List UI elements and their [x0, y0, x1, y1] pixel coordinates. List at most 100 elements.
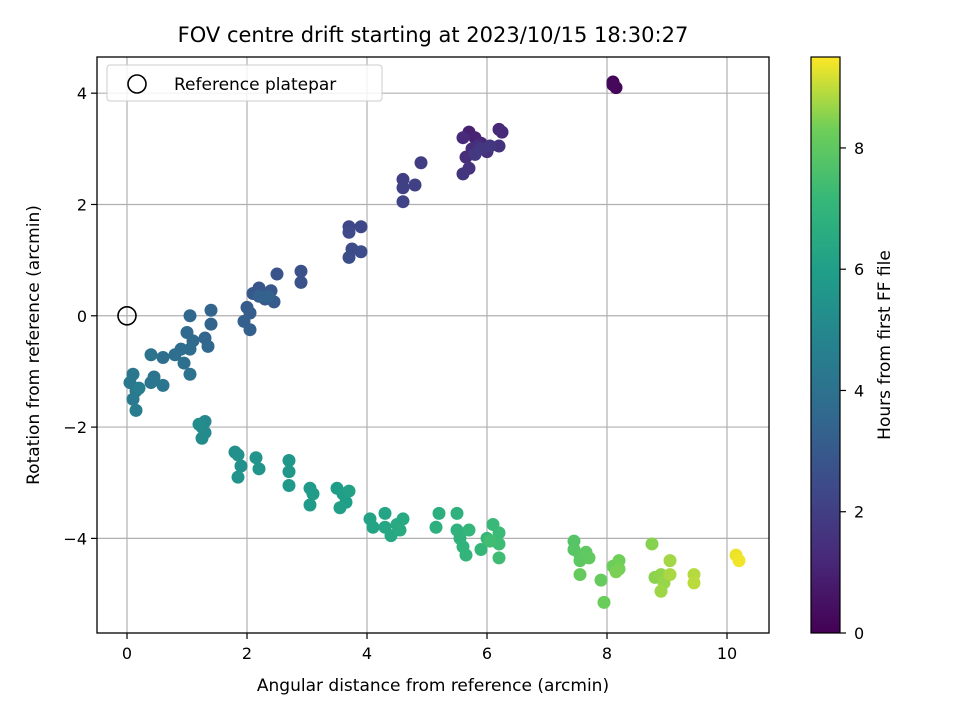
scatter-point	[144, 376, 158, 390]
scatter-point	[231, 470, 245, 484]
scatter-point	[204, 303, 218, 317]
scatter-point	[396, 195, 410, 209]
scatter-point	[243, 323, 257, 337]
scatter-point	[609, 565, 623, 579]
colorbar-tick-label: 4	[854, 381, 864, 400]
scatter-point	[654, 584, 668, 598]
scatter-point	[126, 392, 140, 406]
scatter-point	[645, 537, 659, 551]
colorbar-label: Hours from first FF file	[875, 250, 895, 440]
scatter-points	[123, 75, 746, 609]
scatter-point	[606, 78, 620, 92]
scatter-point	[582, 551, 596, 565]
y-tick-label: 4	[77, 84, 87, 103]
scatter-point	[663, 554, 677, 568]
scatter-point	[474, 543, 488, 557]
scatter-point	[282, 479, 296, 493]
plot-frame	[96, 56, 770, 634]
x-tick-label: 10	[717, 644, 737, 663]
reference-point	[117, 305, 137, 326]
scatter-point	[393, 523, 407, 537]
scatter-point	[456, 131, 470, 145]
colorbar-tick-label: 6	[854, 260, 864, 279]
colorbar-tick-label: 2	[854, 503, 864, 522]
scatter-point	[303, 498, 317, 512]
scatter-point	[597, 595, 611, 609]
scatter-point	[687, 576, 701, 590]
scatter-point	[195, 431, 209, 445]
scatter-point	[483, 534, 497, 548]
scatter-point	[282, 465, 296, 479]
scatter-point	[201, 339, 215, 353]
scatter-point	[192, 417, 206, 431]
scatter-point	[156, 351, 170, 365]
scatter-point	[342, 225, 356, 239]
y-tick-label: −2	[63, 418, 87, 437]
scatter-point	[429, 520, 443, 534]
y-tick-label: 2	[77, 195, 87, 214]
scatter-point	[306, 487, 320, 501]
x-axis-label: Angular distance from reference (arcmin)	[257, 676, 609, 696]
scatter-point	[168, 348, 182, 362]
scatter-point	[468, 147, 482, 161]
legend-marker-icon	[127, 74, 147, 94]
scatter-point	[354, 220, 368, 234]
colorbar-gradient	[810, 56, 841, 634]
x-tick-label: 2	[242, 644, 252, 663]
scatter-point	[366, 520, 380, 534]
colorbar-tick-label: 8	[854, 139, 864, 158]
scatter-point	[156, 378, 170, 392]
scatter-point	[483, 139, 497, 153]
scatter-point	[261, 289, 275, 303]
scatter-point	[231, 448, 245, 462]
scatter-point	[378, 506, 392, 520]
legend: Reference platepar	[106, 64, 383, 102]
colorbar-tick-label: 0	[854, 624, 864, 643]
scatter-point	[594, 573, 608, 587]
scatter-point	[495, 125, 509, 139]
scatter-point	[204, 317, 218, 331]
legend-box	[106, 64, 383, 102]
scatter-point	[354, 245, 368, 259]
x-tick-label: 6	[482, 644, 492, 663]
scatter-point	[492, 551, 506, 565]
legend-entry-reference: Reference platepar	[174, 75, 336, 95]
scatter-point	[492, 526, 506, 540]
y-axis-ticks: −4 −2 0 2 4	[63, 84, 97, 548]
scatter-point	[294, 275, 308, 289]
x-tick-label: 4	[362, 644, 372, 663]
scatter-point	[456, 167, 470, 181]
scatter-point	[396, 181, 410, 195]
scatter-point	[144, 348, 158, 362]
scatter-point	[492, 139, 506, 153]
scatter-point	[342, 484, 356, 498]
scatter-point	[132, 381, 146, 395]
scatter-point	[177, 356, 191, 370]
scatter-point	[408, 178, 422, 192]
scatter-point	[573, 568, 587, 582]
colorbar: 0 2 4 6 8 Hours from first FF file	[810, 56, 895, 643]
scatter-point	[270, 267, 284, 281]
scatter-point	[732, 554, 746, 568]
scatter-point	[252, 462, 266, 476]
scatter-point	[234, 459, 248, 473]
y-tick-label: −4	[63, 529, 87, 548]
scatter-point	[129, 403, 143, 417]
colorbar-ticks: 0 2 4 6 8	[840, 139, 864, 643]
chart-title: FOV centre drift starting at 2023/10/15 …	[178, 23, 689, 47]
scatter-point	[396, 512, 410, 526]
scatter-point	[252, 289, 266, 303]
y-axis-label: Rotation from reference (arcmin)	[24, 205, 44, 485]
scatter-point	[462, 523, 476, 537]
scatter-point	[183, 309, 197, 323]
scatter-point	[183, 367, 197, 381]
scatter-point	[282, 453, 296, 467]
scatter-point	[249, 451, 263, 465]
scatter-point	[450, 506, 464, 520]
scatter-point	[414, 156, 428, 170]
x-tick-label: 0	[122, 644, 132, 663]
x-axis-ticks: 0 2 4 6 8 10	[122, 633, 737, 663]
scatter-point	[432, 506, 446, 520]
scatter-point	[342, 250, 356, 264]
